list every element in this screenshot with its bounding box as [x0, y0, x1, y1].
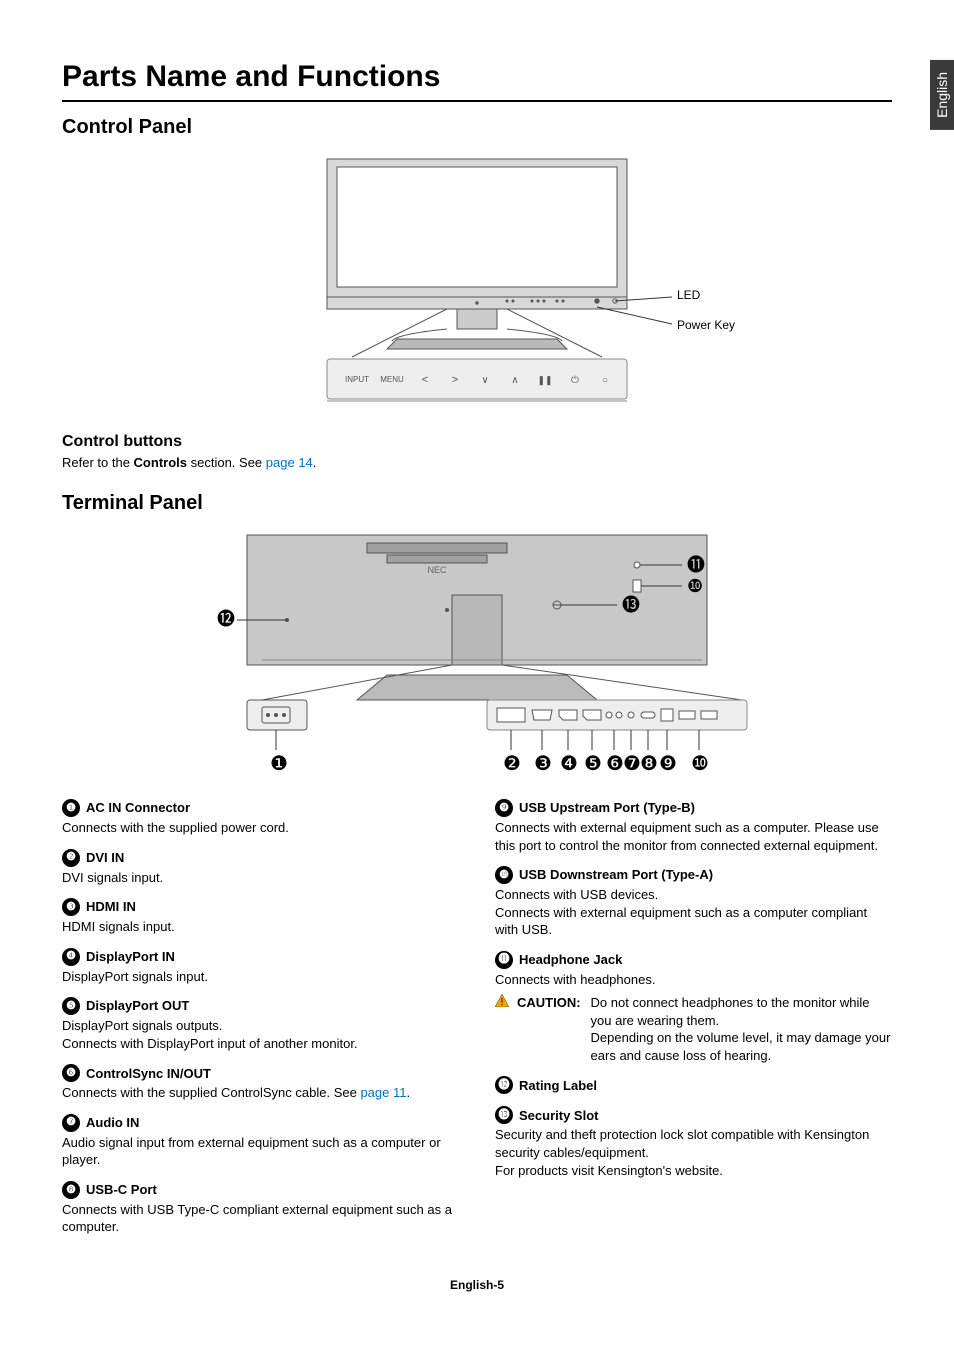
- section-terminal: Terminal Panel: [62, 492, 892, 515]
- link-page14[interactable]: page 14: [266, 455, 313, 470]
- control-buttons-ref: Refer to the Controls section. See page …: [62, 455, 892, 470]
- control-buttons-heading: Control buttons: [62, 433, 892, 451]
- svg-text:INPUT: INPUT: [345, 375, 369, 384]
- page-footer: English-5: [62, 1278, 892, 1292]
- item-dp-out: ❺DisplayPort OUT DisplayPort signals out…: [62, 997, 459, 1052]
- svg-text:❼: ❼: [623, 753, 641, 775]
- item-dvi-in: ❷DVI IN DVI signals input.: [62, 849, 459, 887]
- item-hdmi-in: ❸HDMI IN HDMI signals input.: [62, 898, 459, 936]
- item-dp-in: ❹DisplayPort IN DisplayPort signals inpu…: [62, 948, 459, 986]
- svg-text:!: !: [501, 997, 504, 1007]
- svg-text:∨: ∨: [481, 375, 488, 386]
- label-led: LED: [677, 288, 701, 302]
- item-controlsync: ❻ControlSync IN/OUT Connects with the su…: [62, 1064, 459, 1102]
- svg-text:○: ○: [602, 375, 608, 386]
- svg-text:MENU: MENU: [380, 375, 404, 384]
- item-rating-label: ⓬Rating Label: [495, 1076, 892, 1094]
- section-control-panel: Control Panel: [62, 116, 892, 139]
- svg-text:❷: ❷: [503, 753, 521, 775]
- svg-text:❽: ❽: [640, 753, 658, 775]
- item-ac-in: ❶AC IN Connector Connects with the suppl…: [62, 799, 459, 837]
- caution-text: Do not connect headphones to the monitor…: [591, 994, 892, 1064]
- item-headphone: ⓫Headphone Jack Connects with headphones…: [495, 951, 892, 1065]
- svg-text:❺: ❺: [584, 753, 602, 775]
- caution-icon: !: [495, 994, 509, 1064]
- svg-text:<: <: [422, 374, 428, 386]
- svg-text:❾: ❾: [659, 753, 677, 775]
- caution-label: CAUTION:: [517, 994, 581, 1064]
- svg-text:⏻: ⏻: [571, 375, 579, 386]
- svg-text:❹: ❹: [560, 753, 578, 775]
- svg-text:❿: ❿: [687, 576, 703, 596]
- figure-control-panel: LED Power Key INPUT MENU < > ∨ ∧ ❚❚ ⏻ ○: [62, 149, 892, 419]
- svg-text:NEC: NEC: [427, 565, 447, 575]
- item-security-slot: ⓭Security Slot Security and theft protec…: [495, 1106, 892, 1179]
- item-audio-in: ❼Audio IN Audio signal input from extern…: [62, 1114, 459, 1169]
- svg-text:❶: ❶: [270, 753, 288, 775]
- item-usb-upstream: ❾USB Upstream Port (Type-B) Connects wit…: [495, 799, 892, 854]
- language-tab: English: [930, 60, 954, 130]
- svg-text:❻: ❻: [606, 753, 624, 775]
- item-usb-downstream: ❿USB Downstream Port (Type-A) Connects w…: [495, 866, 892, 939]
- svg-text:❿: ❿: [691, 753, 709, 775]
- svg-text:❸: ❸: [534, 753, 552, 775]
- svg-text:∧: ∧: [511, 375, 518, 386]
- page-title: Parts Name and Functions: [62, 60, 892, 102]
- svg-text:⓫: ⓫: [687, 555, 705, 575]
- item-usbc: ❽USB-C Port Connects with USB Type-C com…: [62, 1181, 459, 1236]
- svg-text:❚❚: ❚❚: [537, 375, 552, 386]
- svg-text:⓬: ⓬: [217, 609, 235, 629]
- link-page11[interactable]: page 11: [360, 1085, 406, 1100]
- label-power-key: Power Key: [677, 318, 735, 332]
- svg-text:⓭: ⓭: [622, 595, 640, 615]
- svg-text:>: >: [452, 374, 458, 386]
- figure-terminal-panel: NEC ⓬ ⓭: [62, 525, 892, 785]
